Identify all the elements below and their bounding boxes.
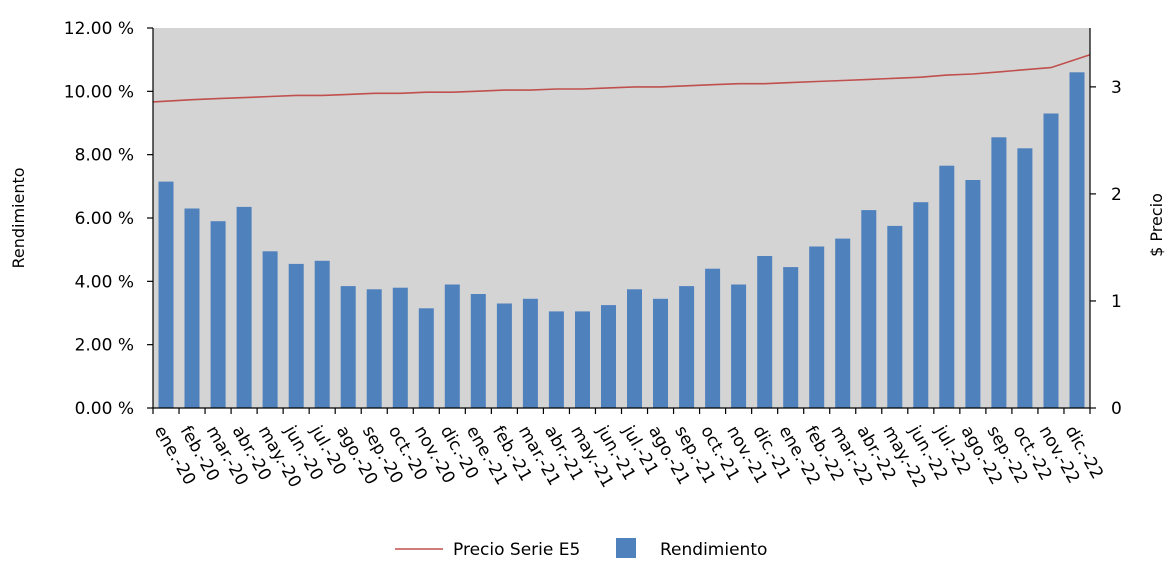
bar-oct.-22 xyxy=(1017,148,1033,409)
bar-sep.-22 xyxy=(991,137,1007,409)
right-tick-label: 0 xyxy=(1111,399,1122,419)
bar-nov.-21 xyxy=(731,284,747,408)
bar-ene.-22 xyxy=(783,267,799,408)
left-tick-label: 8.00 % xyxy=(75,146,134,166)
y-axis-title-right: $ Precio xyxy=(1147,193,1166,257)
bar-oct.-20 xyxy=(392,287,408,408)
right-tick-label: 2 xyxy=(1111,185,1122,205)
left-tick-label: 12.00 % xyxy=(64,19,134,39)
bar-nov.-20 xyxy=(418,308,434,409)
bar-feb.-22 xyxy=(809,246,825,408)
bar-abr.-20 xyxy=(236,206,252,408)
x-axis-ticks: ene.-20feb.-20mar.-20abr.-20may.-20jun.-… xyxy=(150,408,1107,491)
left-tick-label: 2.00 % xyxy=(75,336,134,356)
bar-oct.-21 xyxy=(705,268,721,408)
bar-dic.-21 xyxy=(757,256,773,408)
line-series-precio-serie-e5 xyxy=(152,54,1091,103)
right-tick-label: 1 xyxy=(1111,292,1122,312)
bar-may.-22 xyxy=(887,225,903,408)
bar-jun.-22 xyxy=(913,202,929,408)
bar-feb.-21 xyxy=(496,303,512,408)
left-tick-label: 0.00 % xyxy=(75,399,134,419)
bar-abr.-22 xyxy=(861,210,877,408)
bar-abr.-21 xyxy=(548,311,564,408)
bar-dic.-20 xyxy=(444,284,460,408)
bar-may.-20 xyxy=(262,251,278,409)
bar-ene.-20 xyxy=(158,181,174,408)
bar-mar.-21 xyxy=(522,298,538,409)
bar-ago.-21 xyxy=(653,298,668,409)
bar-jun.-21 xyxy=(601,305,616,408)
left-tick-label: 4.00 % xyxy=(75,272,134,292)
legend: Precio Serie E5 Rendimiento xyxy=(395,538,767,560)
bar-jul.-20 xyxy=(314,260,330,409)
bar-jun.-20 xyxy=(288,263,304,408)
bar-ene.-21 xyxy=(470,294,486,408)
right-axis-ticks: 0 1 2 3 xyxy=(1090,78,1122,419)
plot-area xyxy=(153,28,1090,408)
bar-ago.-22 xyxy=(965,180,981,408)
legend-bar-swatch xyxy=(616,538,636,558)
legend-label-rendimiento: Rendimiento xyxy=(660,540,767,560)
bar-mar.-22 xyxy=(835,238,851,408)
bar-mar.-20 xyxy=(210,221,226,408)
left-axis-ticks: 0.00 % 2.00 % 4.00 % 6.00 % 8.00 % 10.00 % 12.… xyxy=(64,19,153,419)
bar-jul.-21 xyxy=(627,289,642,409)
bar-sep.-20 xyxy=(366,289,382,409)
legend-label-precio: Precio Serie E5 xyxy=(453,540,580,560)
left-tick-label: 6.00 % xyxy=(75,209,134,229)
bar-sep.-21 xyxy=(679,286,695,408)
right-tick-label: 3 xyxy=(1111,78,1122,98)
y-axis-title-left: Rendimiento xyxy=(9,167,28,268)
bar-feb.-20 xyxy=(184,208,200,408)
left-tick-label: 10.00 % xyxy=(64,82,134,102)
bar-dic.-22 xyxy=(1069,72,1085,409)
bar-jul.-22 xyxy=(939,165,955,408)
bar-may.-21 xyxy=(575,311,590,408)
bar-ago.-20 xyxy=(340,286,356,408)
bar-nov.-22 xyxy=(1043,113,1059,408)
bar-series-rendimiento xyxy=(158,72,1085,409)
